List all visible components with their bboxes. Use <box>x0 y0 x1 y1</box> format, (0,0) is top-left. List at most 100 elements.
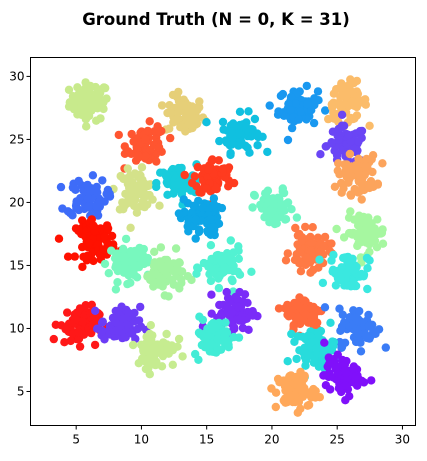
data-point <box>193 263 202 272</box>
data-point <box>224 163 234 172</box>
data-point <box>211 183 220 192</box>
data-point <box>287 329 296 339</box>
data-point <box>70 252 80 261</box>
data-point <box>303 99 312 109</box>
data-point <box>89 221 98 230</box>
data-point <box>264 197 273 207</box>
data-point <box>187 106 197 116</box>
data-point <box>377 228 387 238</box>
cluster-21 <box>315 250 374 294</box>
data-point <box>337 188 346 197</box>
cluster-19 <box>192 236 256 296</box>
data-point <box>136 302 145 312</box>
data-point <box>227 258 237 268</box>
data-point <box>209 194 219 203</box>
data-point <box>152 182 161 192</box>
data-point <box>162 329 171 339</box>
data-point <box>318 278 328 288</box>
data-point <box>66 336 75 346</box>
data-point <box>354 317 363 326</box>
data-point <box>250 114 260 124</box>
data-point <box>326 318 335 327</box>
cluster-28 <box>191 312 244 364</box>
data-point <box>143 126 152 136</box>
data-point <box>60 338 69 347</box>
data-point <box>191 215 201 225</box>
data-point <box>134 188 144 197</box>
data-point <box>271 402 280 412</box>
data-point <box>91 306 100 315</box>
cluster-22 <box>49 300 112 351</box>
data-point <box>93 211 103 220</box>
data-point <box>324 114 333 124</box>
data-point <box>215 300 224 310</box>
data-point <box>362 333 371 343</box>
data-point <box>354 137 363 146</box>
data-point <box>204 165 213 174</box>
data-point <box>62 308 72 317</box>
cluster-17 <box>100 234 160 294</box>
data-point <box>77 98 86 107</box>
data-point <box>120 257 129 266</box>
data-point <box>293 231 303 240</box>
data-point <box>88 171 98 180</box>
cluster-3 <box>202 107 272 160</box>
data-point <box>327 239 336 248</box>
data-point <box>204 204 213 213</box>
data-point <box>183 272 193 281</box>
data-point <box>123 320 132 330</box>
data-point <box>326 385 335 394</box>
data-point <box>84 111 94 121</box>
data-point <box>123 147 133 156</box>
data-point <box>134 316 144 325</box>
data-point <box>157 362 167 371</box>
data-point <box>287 205 296 214</box>
data-point <box>239 121 248 130</box>
data-point <box>304 400 314 410</box>
data-point <box>311 386 320 396</box>
data-point <box>366 177 376 186</box>
cluster-30 <box>267 367 324 417</box>
data-point <box>296 267 306 276</box>
data-point <box>366 225 375 235</box>
y-tick-label: 15 <box>9 258 24 272</box>
data-point <box>143 253 152 263</box>
cluster-5 <box>324 75 374 131</box>
data-point <box>263 147 272 157</box>
data-point <box>202 184 211 193</box>
data-point <box>300 371 309 380</box>
data-point <box>295 248 305 257</box>
data-point <box>286 92 296 102</box>
data-point <box>124 308 133 317</box>
data-point <box>367 155 376 164</box>
data-point <box>345 313 354 322</box>
data-point <box>145 117 154 126</box>
data-point <box>340 366 350 375</box>
data-point <box>354 177 364 186</box>
data-point <box>274 304 284 313</box>
data-point <box>125 187 134 196</box>
x-axis: 5 10 15 20 25 30 <box>72 425 410 447</box>
data-point <box>97 318 107 327</box>
cluster-23 <box>91 302 151 344</box>
data-point <box>286 106 295 115</box>
data-point <box>102 94 111 103</box>
data-point <box>155 127 164 137</box>
data-point <box>208 155 217 164</box>
data-point <box>120 264 129 273</box>
data-point <box>195 312 204 321</box>
data-point <box>307 338 317 347</box>
y-tick-label: 10 <box>9 321 24 335</box>
data-point <box>207 309 216 318</box>
data-point <box>100 335 109 344</box>
data-point <box>329 341 338 350</box>
data-point <box>236 302 246 311</box>
data-point <box>138 197 148 206</box>
data-point <box>320 338 329 347</box>
data-point <box>327 103 337 112</box>
data-point <box>68 211 77 220</box>
data-point <box>130 271 139 280</box>
data-point <box>307 106 316 115</box>
data-point <box>235 287 244 297</box>
